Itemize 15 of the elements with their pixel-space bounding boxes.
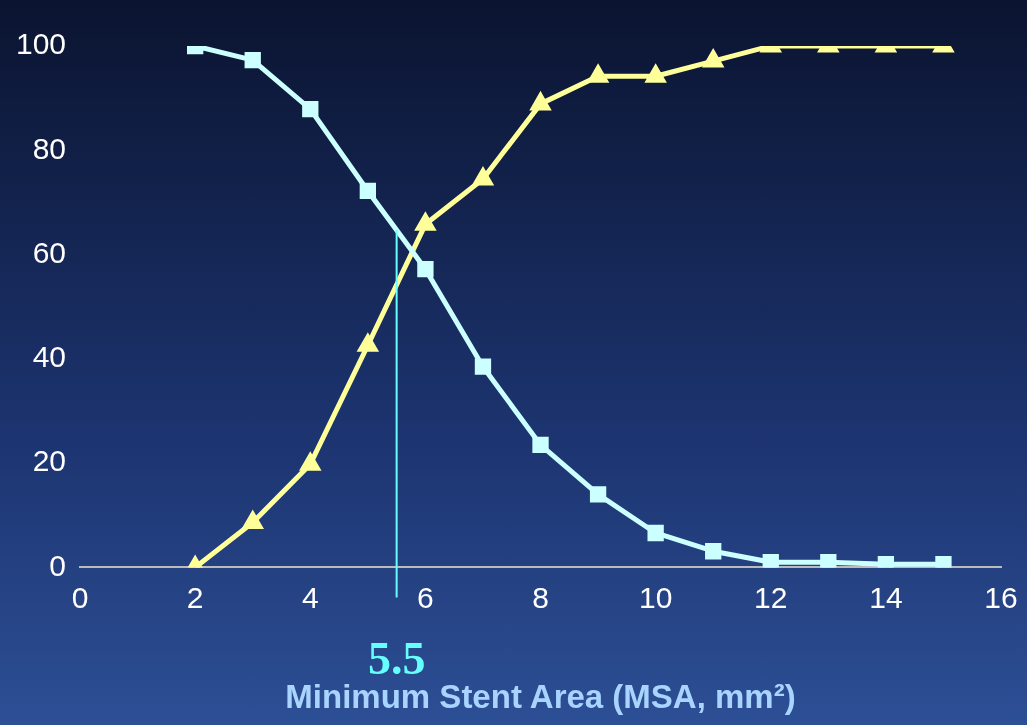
x-tick-label: 4 bbox=[301, 580, 319, 614]
x-tick-label: 12 bbox=[754, 580, 788, 614]
x-tick-label: 2 bbox=[186, 580, 204, 614]
y-tick-label: 0 bbox=[49, 548, 67, 582]
y-tick-label: 20 bbox=[32, 444, 67, 478]
y-tick-label: 80 bbox=[32, 131, 67, 165]
y-tick-label: 60 bbox=[32, 235, 67, 269]
x-tick-label: 10 bbox=[638, 580, 673, 614]
x-tick-label: 16 bbox=[984, 580, 1018, 614]
x-tick-label: 0 bbox=[71, 580, 89, 614]
x-tick-label: 14 bbox=[869, 580, 903, 614]
y-tick-label: 40 bbox=[32, 340, 67, 374]
x-tick-label: 8 bbox=[532, 580, 549, 614]
x-tick-label: 6 bbox=[417, 580, 434, 614]
y-tick-label: 100 bbox=[15, 27, 67, 61]
